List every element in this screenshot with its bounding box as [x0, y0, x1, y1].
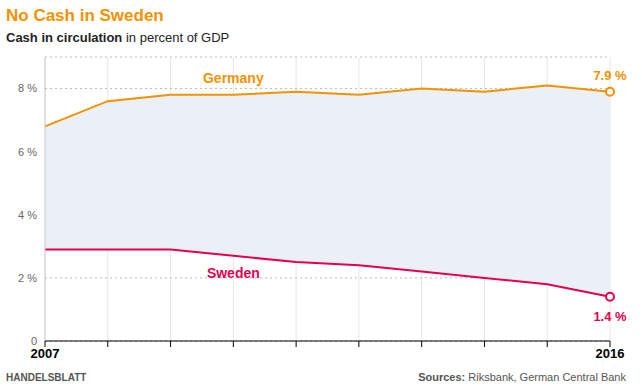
svg-text:0: 0: [31, 335, 37, 347]
svg-text:2 %: 2 %: [18, 272, 37, 284]
html-text:HANDELSBLATT: HANDELSBLATT: [6, 372, 87, 383]
svg-text:Germany: Germany: [203, 70, 264, 86]
svg-text:2016: 2016: [596, 346, 625, 361]
svg-text:2007: 2007: [31, 346, 60, 361]
svg-text:7.9 %: 7.9 %: [593, 68, 627, 83]
svg-text:1.4 %: 1.4 %: [593, 309, 627, 324]
html-text:Cash in circulation in percent: Cash in circulation in percent of GDP: [6, 30, 230, 45]
svg-text:Sweden: Sweden: [207, 265, 260, 281]
html-text:No Cash in Sweden: No Cash in Sweden: [6, 6, 164, 25]
svg-text:8 %: 8 %: [18, 82, 37, 94]
html-text:Sources: Riksbank, German Cent: Sources: Riksbank, German Central Bank: [418, 371, 626, 383]
svg-text:4 %: 4 %: [18, 209, 37, 221]
svg-text:6 %: 6 %: [18, 146, 37, 158]
